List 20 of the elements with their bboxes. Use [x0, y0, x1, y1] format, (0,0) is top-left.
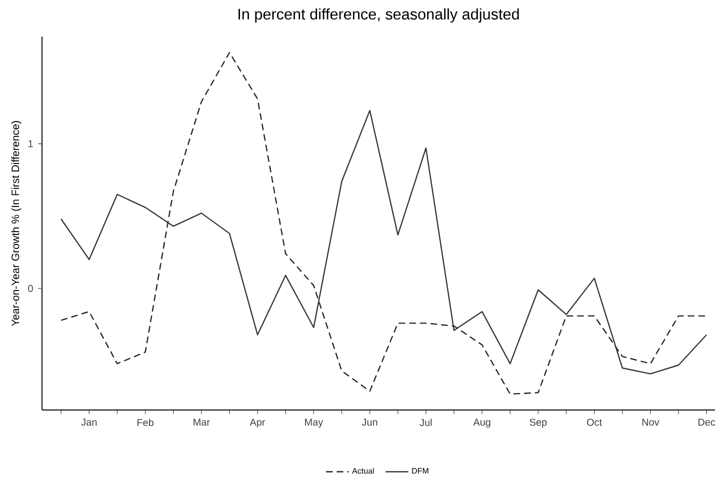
chart-subtitle: In percent difference, seasonally adjusted	[238, 8, 519, 23]
x-tick-label: Feb	[137, 418, 154, 426]
x-tick-label: Jul	[420, 418, 432, 426]
x-tick-label: Aug	[473, 418, 490, 428]
x-tick-label: Apr	[250, 418, 266, 428]
y-axis-title: Year-on-Year Growth % (In First Difference)	[11, 121, 22, 326]
legend-label: DFM	[412, 468, 428, 474]
x-tick-label: Mar	[194, 418, 210, 426]
x-tick-label: Nov	[642, 418, 660, 426]
y-tick-label: 0	[28, 284, 33, 292]
line-series	[60, 110, 708, 374]
legend-label: Actual	[352, 468, 374, 474]
y-tick-label: 1	[28, 140, 33, 148]
x-tick-label: Oct	[587, 418, 602, 426]
x-tick-label: Sep	[530, 418, 547, 428]
line-series	[60, 52, 708, 395]
x-tick-label: May	[305, 418, 324, 428]
x-tick-label: Jan	[81, 418, 97, 426]
x-tick-label: Jun	[362, 418, 378, 426]
x-tick-label: Dec	[698, 418, 715, 426]
